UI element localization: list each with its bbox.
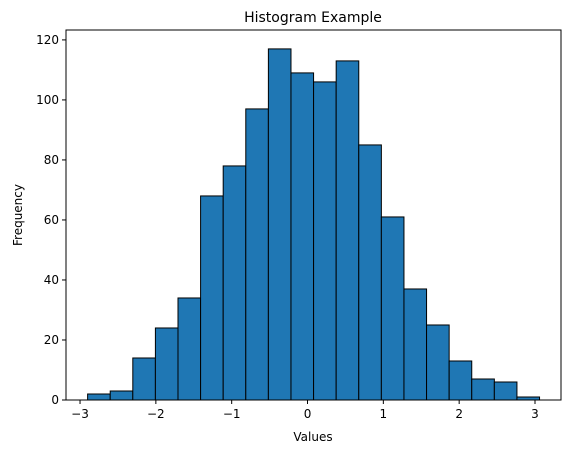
bar xyxy=(290,72,315,401)
bar xyxy=(426,324,450,401)
bar xyxy=(358,144,382,401)
bar xyxy=(403,288,428,401)
bar xyxy=(200,195,224,401)
bar xyxy=(380,216,405,401)
x-axis-label: Values xyxy=(293,430,332,444)
bar xyxy=(335,60,360,401)
bar xyxy=(132,357,156,401)
bar xyxy=(493,381,518,401)
x-tick-label: −1 xyxy=(223,407,241,421)
y-tick-label: 0 xyxy=(51,393,59,407)
plot-frame xyxy=(65,29,562,401)
y-tick-label: 100 xyxy=(36,93,59,107)
bar xyxy=(448,360,473,401)
x-tick-label: 3 xyxy=(531,407,539,421)
bar xyxy=(154,327,179,401)
chart-title: Histogram Example xyxy=(244,10,382,26)
y-axis-label: Frequency xyxy=(11,184,25,246)
bar xyxy=(222,165,247,401)
y-tick-label: 40 xyxy=(44,273,59,287)
y-tick-label: 120 xyxy=(36,33,59,47)
x-tick-label: 1 xyxy=(380,407,388,421)
bar xyxy=(313,81,337,401)
x-tick-label: 2 xyxy=(455,407,463,421)
x-tick-label: 0 xyxy=(304,407,312,421)
bar xyxy=(109,390,134,401)
bar xyxy=(267,48,292,401)
x-tick-label: −3 xyxy=(71,407,89,421)
y-tick-label: 20 xyxy=(44,333,59,347)
bar xyxy=(471,378,495,401)
y-tick-label: 60 xyxy=(44,213,59,227)
bar xyxy=(87,393,111,401)
x-tick-label: −2 xyxy=(147,407,165,421)
y-tick-label: 80 xyxy=(44,153,59,167)
bar xyxy=(177,297,202,401)
bar xyxy=(245,108,269,401)
